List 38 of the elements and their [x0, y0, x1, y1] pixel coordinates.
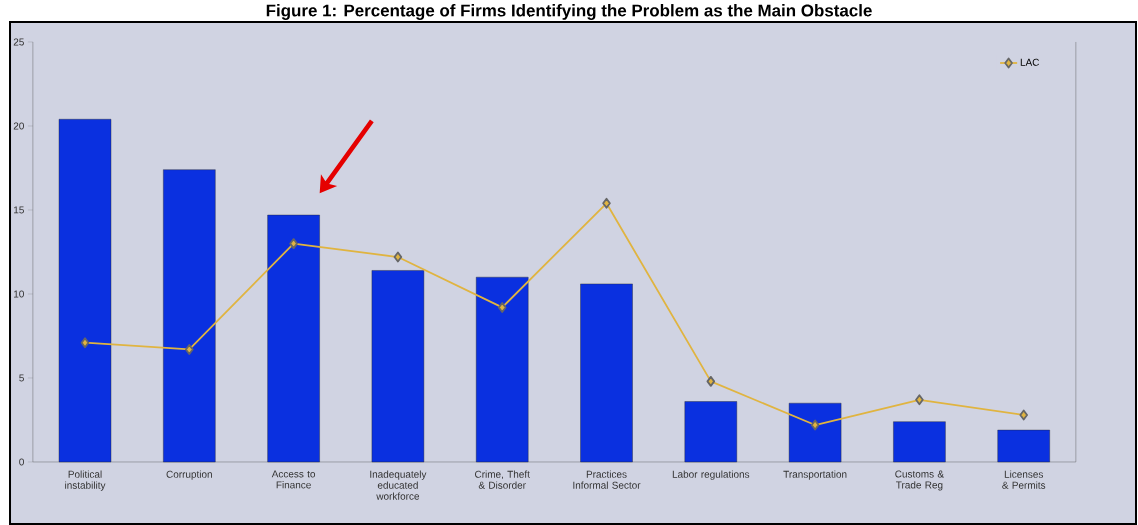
point: [393, 251, 403, 263]
bar: [788, 402, 842, 463]
bar: [371, 270, 425, 463]
x-tick-label: Practices Informal Sector: [573, 470, 641, 489]
bar: [997, 429, 1050, 463]
bar: [163, 169, 216, 463]
legend-label: LAC: [1020, 58, 1040, 66]
x-tick-label: Transportation: [783, 470, 847, 480]
x-tick-label: Crime, Theft & Disorder: [475, 470, 530, 489]
x-tick-label: Labor regulations: [672, 470, 750, 480]
bar: [893, 421, 946, 463]
point: [602, 197, 611, 209]
point: [185, 344, 194, 355]
point: [706, 375, 716, 387]
x-tick-label: Inadequately educated workforce: [370, 470, 427, 500]
y-tick-label: 20: [13, 122, 24, 130]
bar: [58, 119, 112, 463]
point: [497, 302, 507, 313]
y-tick-label: 5: [19, 374, 24, 382]
bar: [476, 276, 529, 463]
point: [289, 238, 298, 249]
bar: [267, 214, 320, 463]
y-tick-label: 25: [13, 38, 24, 46]
chart-title: Figure 1: Percentage of Firms Identifying the Problem as the Main Obstacle: [266, 4, 872, 20]
x-tick-label: Corruption: [166, 470, 212, 480]
y-tick-label: 15: [14, 206, 24, 214]
bar: [580, 283, 633, 463]
point: [810, 419, 820, 431]
x-tick-label: Political instability: [65, 470, 106, 491]
x-tick-label: Licenses & Permits: [1002, 470, 1046, 489]
point: [1019, 409, 1028, 421]
y-tick-label: 10: [14, 290, 24, 298]
point: [915, 394, 924, 406]
point: [80, 337, 90, 349]
y-tick-label: 0: [19, 458, 24, 466]
x-tick-label: Customs & Trade Reg: [895, 470, 944, 491]
x-tick-label: Access to Finance: [271, 470, 316, 489]
bar: [684, 401, 738, 463]
